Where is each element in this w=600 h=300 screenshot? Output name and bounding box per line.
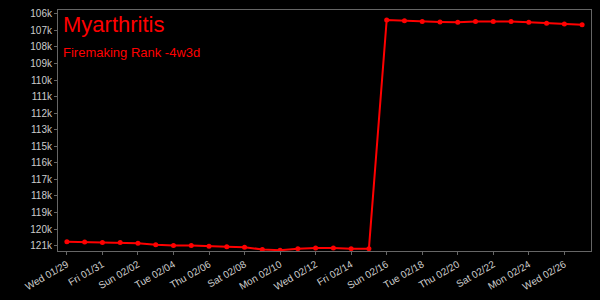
- svg-text:116k: 116k: [31, 157, 53, 168]
- svg-text:Tue 02/18: Tue 02/18: [382, 258, 427, 290]
- svg-text:Thu 02/20: Thu 02/20: [417, 258, 462, 290]
- svg-text:117k: 117k: [31, 174, 53, 185]
- svg-text:109k: 109k: [30, 58, 53, 69]
- svg-text:Wed 01/29: Wed 01/29: [23, 258, 71, 292]
- svg-text:115k: 115k: [31, 141, 53, 152]
- svg-text:Thu 02/06: Thu 02/06: [168, 258, 213, 290]
- svg-text:121k: 121k: [30, 240, 53, 251]
- svg-text:Wed 02/26: Wed 02/26: [521, 258, 569, 292]
- svg-text:108k: 108k: [30, 41, 53, 52]
- svg-text:Firemaking Rank -4w3d: Firemaking Rank -4w3d: [63, 45, 200, 60]
- svg-text:Tue 02/04: Tue 02/04: [133, 258, 178, 290]
- svg-text:Wed 02/12: Wed 02/12: [272, 258, 320, 292]
- svg-text:Sat 02/22: Sat 02/22: [454, 258, 497, 289]
- svg-text:106k: 106k: [30, 8, 53, 19]
- svg-text:110k: 110k: [31, 75, 53, 86]
- svg-text:113k: 113k: [31, 124, 53, 135]
- svg-text:120k: 120k: [30, 224, 53, 235]
- svg-text:119k: 119k: [31, 207, 53, 218]
- svg-text:Myarthritis: Myarthritis: [63, 12, 164, 37]
- svg-text:Sat 02/08: Sat 02/08: [205, 258, 248, 289]
- svg-text:Sun 02/16: Sun 02/16: [345, 258, 390, 291]
- svg-text:107k: 107k: [30, 25, 53, 36]
- svg-text:Mon 02/24: Mon 02/24: [486, 258, 533, 291]
- svg-text:111k: 111k: [32, 91, 53, 102]
- svg-text:Fri 01/31: Fri 01/31: [66, 258, 106, 287]
- svg-text:118k: 118k: [31, 190, 53, 201]
- svg-text:Fri 02/14: Fri 02/14: [315, 258, 355, 287]
- svg-text:Mon 02/10: Mon 02/10: [237, 258, 284, 291]
- svg-text:112k: 112k: [31, 108, 53, 119]
- svg-text:Sun 02/02: Sun 02/02: [96, 258, 141, 291]
